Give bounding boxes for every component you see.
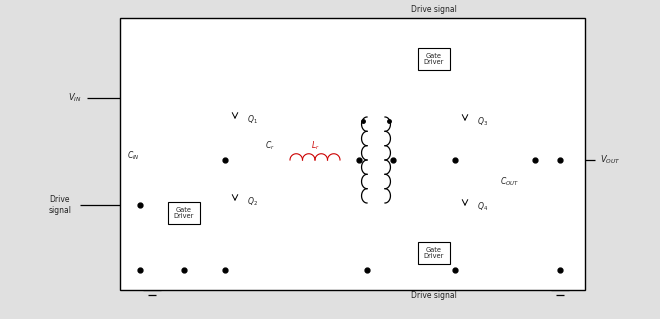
Bar	[168, 202, 200, 224]
Text: $C_{IN}$: $C_{IN}$	[127, 150, 140, 162]
Text: Gate
Driver: Gate Driver	[424, 247, 444, 259]
Text: $Q_3$: $Q_3$	[477, 116, 488, 128]
Text: $L_r$: $L_r$	[311, 140, 319, 152]
Bar	[418, 242, 450, 264]
Text: Drive signal: Drive signal	[411, 291, 457, 300]
Bar	[120, 18, 585, 290]
Text: $C_r$: $C_r$	[265, 140, 275, 152]
Text: $V_{OUT}$: $V_{OUT}$	[600, 154, 620, 166]
Text: $Q_4$: $Q_4$	[477, 201, 488, 213]
Text: Gate
Driver: Gate Driver	[424, 53, 444, 65]
Text: Gate
Driver: Gate Driver	[174, 206, 194, 219]
Text: $V_{IN}$: $V_{IN}$	[68, 92, 82, 104]
Text: $C_{OUT}$: $C_{OUT}$	[500, 176, 519, 188]
Text: $Q_1$: $Q_1$	[247, 114, 258, 126]
Text: $Q_2$: $Q_2$	[247, 196, 258, 208]
Bar	[418, 48, 450, 70]
Text: Drive
signal: Drive signal	[48, 195, 71, 215]
Text: Drive signal: Drive signal	[411, 5, 457, 14]
